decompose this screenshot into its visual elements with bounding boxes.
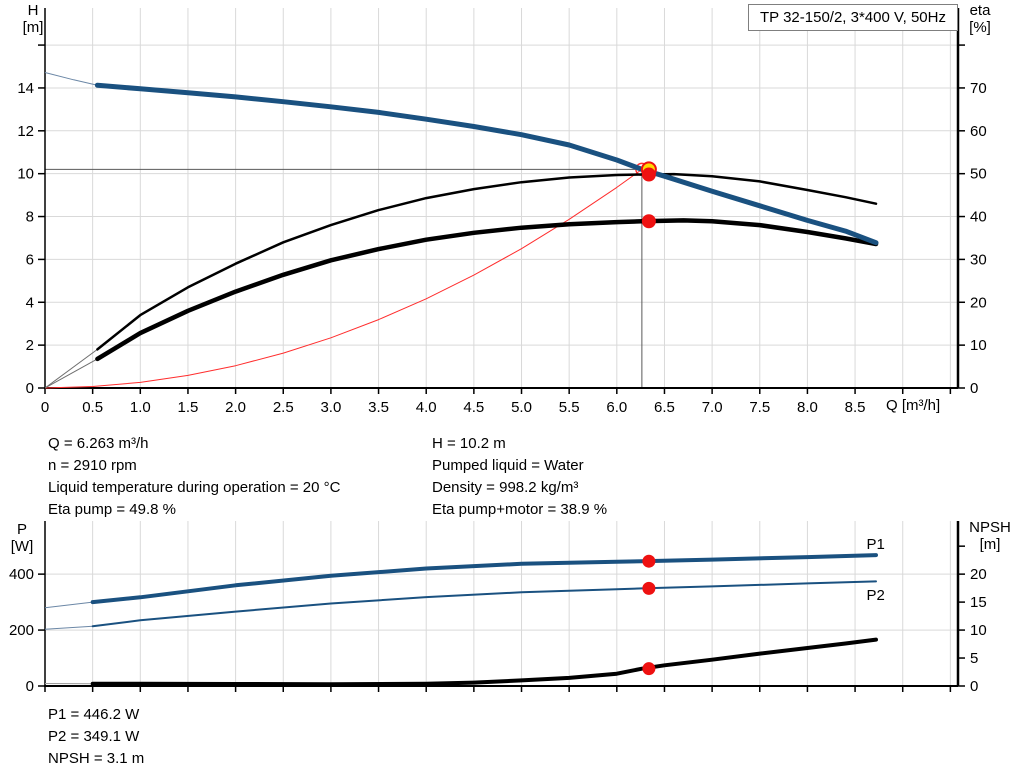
y-axis-header-npsh-label: NPSH xyxy=(969,519,1011,536)
y-left-tick-label: 4 xyxy=(26,294,34,311)
chart-title-box: TP 32-150/2, 3*400 V, 50Hz xyxy=(748,4,958,31)
y-left-tick-label: 200 xyxy=(9,622,34,639)
y-right-tick-label: 0 xyxy=(970,678,978,695)
eta-pump xyxy=(96,172,878,351)
x-tick-label: 3.5 xyxy=(368,399,389,416)
info-density: Density = 998.2 kg/m³ xyxy=(432,479,579,496)
x-tick-label: 7.5 xyxy=(749,399,770,416)
y-right-tick-label: 20 xyxy=(970,294,987,311)
info-liquid-temperature: Liquid temperature during operation = 20… xyxy=(48,479,341,496)
y-axis-header-npsh-unit: [m] xyxy=(979,536,1001,553)
y-axis-header-eta-unit: [%] xyxy=(969,19,991,36)
y-right-tick-label: 5 xyxy=(970,650,978,667)
y-left-tick-label: 0 xyxy=(26,380,34,397)
y-left-tick-label: 14 xyxy=(17,80,34,97)
p2-power-curve-lead-in xyxy=(44,625,93,630)
system-curve xyxy=(44,168,643,389)
x-tick-label: 7.0 xyxy=(702,399,723,416)
duty-point-p2 xyxy=(642,581,656,595)
info-eta-pump: Eta pump = 49.8 % xyxy=(48,501,176,518)
y-right-tick-label: 60 xyxy=(970,123,987,140)
power-npsh-chart: 0 200 400 0 5 10 15 20 P1 P2 xyxy=(9,521,987,695)
y-axis-header-p: P [W] xyxy=(0,521,44,555)
y-axis-header-h-unit: [m] xyxy=(22,19,44,36)
x-tick-label: 0 xyxy=(41,399,49,416)
info-flow: Q = 6.263 m³/h xyxy=(48,435,149,452)
x-tick-label: 6.5 xyxy=(654,399,675,416)
y-left-tick-label: 2 xyxy=(26,337,34,354)
duty-point-eta-pump xyxy=(641,167,656,182)
y-axis-header-eta-label: eta xyxy=(969,2,991,19)
eta-pump-motor xyxy=(95,218,879,362)
info-npsh: NPSH = 3.1 m xyxy=(48,750,145,767)
info-head: H = 10.2 m xyxy=(432,435,506,452)
duty-info-bottom: P1 = 446.2 W P2 = 349.1 W NPSH = 3.1 m xyxy=(48,704,144,770)
x-tick-label: 0.5 xyxy=(82,399,103,416)
pump-curve-lead-in xyxy=(44,72,98,86)
duty-point-p1 xyxy=(642,554,656,568)
y-right-tick-label: 10 xyxy=(970,337,987,354)
x-tick-label: 2.0 xyxy=(225,399,246,416)
info-speed: n = 2910 rpm xyxy=(48,457,137,474)
x-tick-label: 4.5 xyxy=(463,399,484,416)
y-right-tick-label: 30 xyxy=(970,251,987,268)
x-tick-label: 8.5 xyxy=(845,399,866,416)
y-axis-header-eta: eta [%] xyxy=(956,2,1004,36)
info-eta-pump-motor: Eta pump+motor = 38.9 % xyxy=(432,501,608,518)
x-tick-label: 6.0 xyxy=(606,399,627,416)
duty-point-npsh xyxy=(642,662,656,676)
x-tick-label: 8.0 xyxy=(797,399,818,416)
y-axis-header-h: H [m] xyxy=(10,2,56,36)
pump-curve xyxy=(94,82,879,246)
y-right-tick-label: 15 xyxy=(970,594,987,611)
p2-power-curve xyxy=(91,580,877,628)
duty-info-left: Q = 6.263 m³/h n = 2910 rpm Liquid tempe… xyxy=(48,433,340,521)
qh-eta-chart: 0 0.5 1.0 1.5 2.0 2.5 3.0 3.5 4.0 4.5 5.0 5.5 6.0 6.5… xyxy=(17,8,987,416)
y-right-tick-label: 0 xyxy=(970,380,978,397)
y-axis-header-p-unit: [W] xyxy=(10,538,34,555)
info-p2: P2 = 349.1 W xyxy=(48,728,140,745)
y-axis-header-h-label: H xyxy=(27,2,39,19)
curve-label-p1: P1 xyxy=(867,536,885,553)
y-right-tick-label: 40 xyxy=(970,209,987,226)
x-tick-label: 3.0 xyxy=(320,399,341,416)
y-left-tick-label: 400 xyxy=(9,566,34,583)
duty-point-eta-pump-motor xyxy=(641,214,656,229)
x-tick-label: 5.0 xyxy=(511,399,532,416)
y-right-tick-label: 20 xyxy=(970,566,987,583)
p1-power-curve xyxy=(90,553,878,605)
x-tick-label: 1.0 xyxy=(130,399,151,416)
y-axis-header-p-label: P xyxy=(16,521,27,538)
eta-pump-lead-in xyxy=(44,348,98,389)
y-left-tick-label: 12 xyxy=(17,123,34,140)
x-tick-label: 2.5 xyxy=(273,399,294,416)
y-right-tick-label: 10 xyxy=(970,622,987,639)
y-axis-header-npsh: NPSH [m] xyxy=(958,519,1022,553)
curve-label-p2: P2 xyxy=(867,587,885,604)
x-tick-label: 5.5 xyxy=(559,399,580,416)
y-right-tick-label: 50 xyxy=(970,166,987,183)
info-p1: P1 = 446.2 W xyxy=(48,706,140,723)
p1-power-curve-lead-in xyxy=(44,601,93,609)
y-left-tick-label: 0 xyxy=(26,678,34,695)
npsh-curve xyxy=(90,637,878,687)
eta-pump-motor-lead-in xyxy=(44,358,98,389)
y-right-tick-label: 70 xyxy=(970,80,987,97)
x-tick-label: 4.0 xyxy=(416,399,437,416)
y-left-tick-label: 8 xyxy=(26,209,34,226)
info-pumped-liquid: Pumped liquid = Water xyxy=(432,457,584,474)
y-left-tick-label: 10 xyxy=(17,166,34,183)
y-left-tick-label: 6 xyxy=(26,251,34,268)
duty-info-right: H = 10.2 m Pumped liquid = Water Density… xyxy=(432,433,607,521)
x-tick-label: 1.5 xyxy=(178,399,199,416)
x-axis-header-q: Q [m³/h] xyxy=(886,397,941,414)
